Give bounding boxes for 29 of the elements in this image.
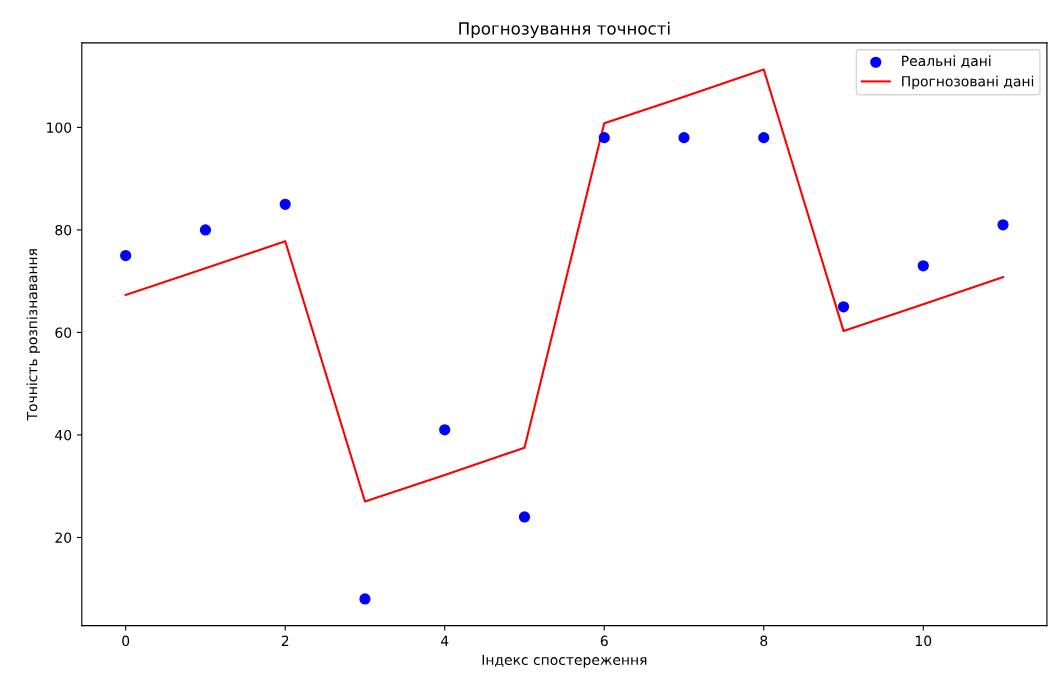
x-tick-label: 0 bbox=[122, 635, 130, 647]
point bbox=[359, 593, 371, 605]
point bbox=[199, 224, 212, 236]
x-tick-label: 4 bbox=[440, 635, 449, 646]
x-axis-title: Індекс спостереження bbox=[482, 654, 647, 668]
legend-label: Прогнозовані дані bbox=[902, 75, 1034, 90]
point bbox=[439, 424, 451, 436]
point bbox=[837, 301, 850, 313]
y-tick-label: 20 bbox=[55, 532, 72, 543]
point bbox=[917, 260, 929, 272]
point bbox=[997, 219, 1009, 231]
line-series bbox=[124, 68, 1005, 503]
point bbox=[120, 249, 132, 262]
x-tick-label: 6 bbox=[600, 635, 608, 647]
chart-title: Прогнозування точності bbox=[459, 21, 670, 38]
y-tick-label: 60 bbox=[55, 327, 72, 338]
point bbox=[758, 132, 770, 144]
point bbox=[598, 132, 610, 144]
x-tick-label: 8 bbox=[760, 635, 768, 647]
y-tick-label: 100 bbox=[47, 122, 72, 133]
point bbox=[518, 511, 531, 523]
point bbox=[678, 132, 690, 144]
x-tick-label: 10 bbox=[915, 635, 932, 647]
x-tick-label: 2 bbox=[281, 635, 289, 646]
legend-label: Реальні дані bbox=[902, 55, 991, 68]
y-tick-label: 40 bbox=[55, 429, 72, 441]
point bbox=[279, 198, 291, 210]
y-axis-title: Точність розпізнавання bbox=[26, 249, 41, 421]
y-tick-label: 80 bbox=[55, 224, 72, 236]
